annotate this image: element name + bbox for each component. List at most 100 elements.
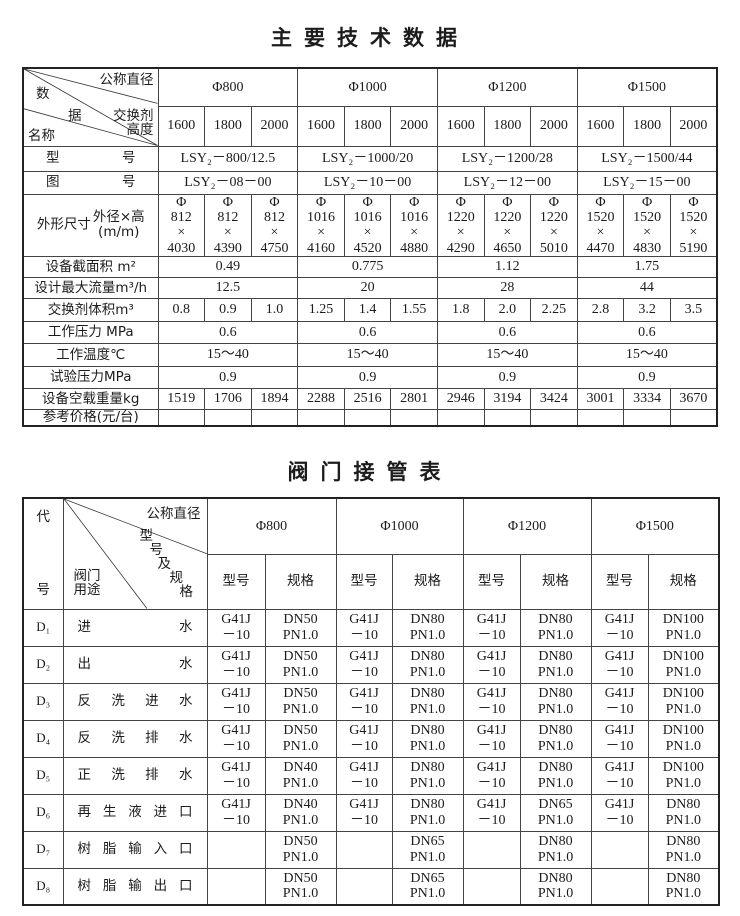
model-cell: G41J －10 [590,682,649,721]
technical-data-table: 公称直径 交换剂 高度 数 据 名称 Φ800 Φ1000 Φ1200 Φ150… [22,67,718,427]
spec-cell: DN50 PN1.0 [264,608,337,647]
model-cell [590,830,649,869]
value-cell: 1.0 [250,298,299,323]
value-cell: 1894 [250,388,299,411]
row-label: 工作温度℃ [22,343,159,368]
corner-data-label-2: 据 [68,108,82,124]
model-cell [462,867,521,906]
group-value-cell: 1.75 [576,256,718,279]
valve-code: D₂ [22,645,64,684]
value-cell: 1.4 [343,298,392,323]
valve-usage: 正洗排水 [62,756,208,795]
spec-cell: DN100 PN1.0 [647,719,720,758]
value-cell: Φ 1016 × 4160 [297,193,345,258]
valve-code: D₆ [22,793,64,832]
value-cell: 0.9 [204,298,252,323]
subheader: 规格 [647,553,720,610]
spec-cell: DN80 PN1.0 [519,682,592,721]
height-header: 1600 [157,105,206,147]
table-row: D₁ 进水 G41J －10 DN50 PN1.0 G41J －10 DN80 PN1.0… [22,608,720,647]
valve-code: D₄ [22,719,64,758]
group-value-cell: 0.6 [297,321,438,345]
subheader: 型号 [335,553,393,610]
value-cell: Φ 1520 × 4830 [623,193,671,258]
spec-cell: DN80 PN1.0 [647,867,720,906]
value-cell: Φ 1016 × 4880 [390,193,438,258]
value-cell: 1.25 [297,298,345,323]
height-header: 1800 [623,105,671,147]
diameter-header: Φ1200 [462,497,592,555]
spec-cell: DN65 PN1.0 [519,793,592,832]
value-cell [157,409,206,427]
group-value-cell: 15～40 [576,343,718,368]
value-cell: 0.8 [157,298,206,323]
spec-cell: DN100 PN1.0 [647,756,720,795]
corner-model-spec-char: 及 [157,556,172,572]
value-cell [530,409,578,427]
model-cell [206,830,266,869]
value-cell: Φ 812 × 4750 [250,193,299,258]
group-value-cell: 0.6 [157,321,299,345]
value-cell: 3.5 [669,298,718,323]
row-label: 型号 [22,145,159,172]
valve-code: D₈ [22,867,64,906]
valve-pipe-table: 代 号 公称直径 型 号 及 规 格 阀门 用途 Φ800 Φ1000 Φ120… [22,497,721,906]
model-cell: G41J －10 [462,756,521,795]
value-cell: 3334 [623,388,671,411]
table-row: 交换剂体积m³ 0.8 0.9 1.0 1.25 1.4 1.55 1.8 2.0 2.25 2.8… [22,298,718,323]
value-cell: 1519 [157,388,206,411]
table2-corner-header: 公称直径 型 号 及 规 格 阀门 用途 [62,497,208,610]
table-row: 型号 LSY₂－800/12.5 LSY₂－1000/20 LSY₂－1200/28 L… [22,145,718,172]
group-value-cell: 28 [436,277,578,300]
height-header: 1600 [576,105,625,147]
table-row: 参考价格(元/台) [22,409,718,427]
valve-code: D₃ [22,682,64,721]
model-cell [206,867,266,906]
model-cell: G41J －10 [462,608,521,647]
row-label: 参考价格(元/台) [22,409,159,427]
diameter-header: Φ1500 [590,497,720,555]
value-cell: 1.55 [390,298,438,323]
model-cell: G41J －10 [590,793,649,832]
group-value-cell: LSY₂－10－00 [297,170,438,195]
table-row: D₃ 反洗进水 G41J －10 DN50 PN1.0 G41J －10 DN80 PN1… [22,682,720,721]
row-label: 交换剂体积m³ [22,298,159,323]
value-cell: Φ 812 × 4390 [204,193,252,258]
value-cell [669,409,718,427]
model-cell: G41J －10 [335,719,393,758]
spec-cell: DN80 PN1.0 [519,645,592,684]
table-row: D₆ 再生液进口 G41J －10 DN40 PN1.0 G41J －10 DN80 PN… [22,793,720,832]
subheader: 规格 [391,553,464,610]
row-label: 设计最大流量m³/h [22,277,159,300]
table-row: D₄ 反洗排水 G41J －10 DN50 PN1.0 G41J －10 DN80 PN1… [22,719,720,758]
value-cell: 2288 [297,388,345,411]
spec-cell: DN50 PN1.0 [264,682,337,721]
diameter-header: Φ1000 [297,67,438,107]
group-value-cell: LSY₂－1200/28 [436,145,578,172]
group-value-cell: 0.49 [157,256,299,279]
table1-corner-header: 公称直径 交换剂 高度 数 据 名称 [22,67,159,147]
value-cell: 3.2 [623,298,671,323]
value-cell [436,409,485,427]
row-label: 外形尺寸 外径×高 (m/m) [22,193,159,258]
row-label: 设备截面积 m² [22,256,159,279]
model-cell: G41J －10 [462,645,521,684]
subheader: 规格 [264,553,337,610]
corner-model-spec-char: 规 [169,570,184,586]
spec-cell: DN80 PN1.0 [647,830,720,869]
value-cell: Φ 1520 × 4470 [576,193,625,258]
value-cell: 1706 [204,388,252,411]
model-cell: G41J －10 [335,793,393,832]
group-value-cell: 0.6 [436,321,578,345]
model-cell: G41J －10 [206,645,266,684]
height-header: 1800 [204,105,252,147]
code-header-bottom: 号 [36,581,51,598]
spec-cell: DN80 PN1.0 [519,608,592,647]
table-row: 工作温度℃ 15～40 15～40 15～40 15～40 [22,343,718,368]
height-header: 1800 [483,105,532,147]
group-value-cell: LSY₂－800/12.5 [157,145,299,172]
group-value-cell: 0.9 [576,366,718,390]
model-cell: G41J －10 [206,682,266,721]
value-cell: Φ 1220 × 4290 [436,193,485,258]
spec-cell: DN50 PN1.0 [264,830,337,869]
